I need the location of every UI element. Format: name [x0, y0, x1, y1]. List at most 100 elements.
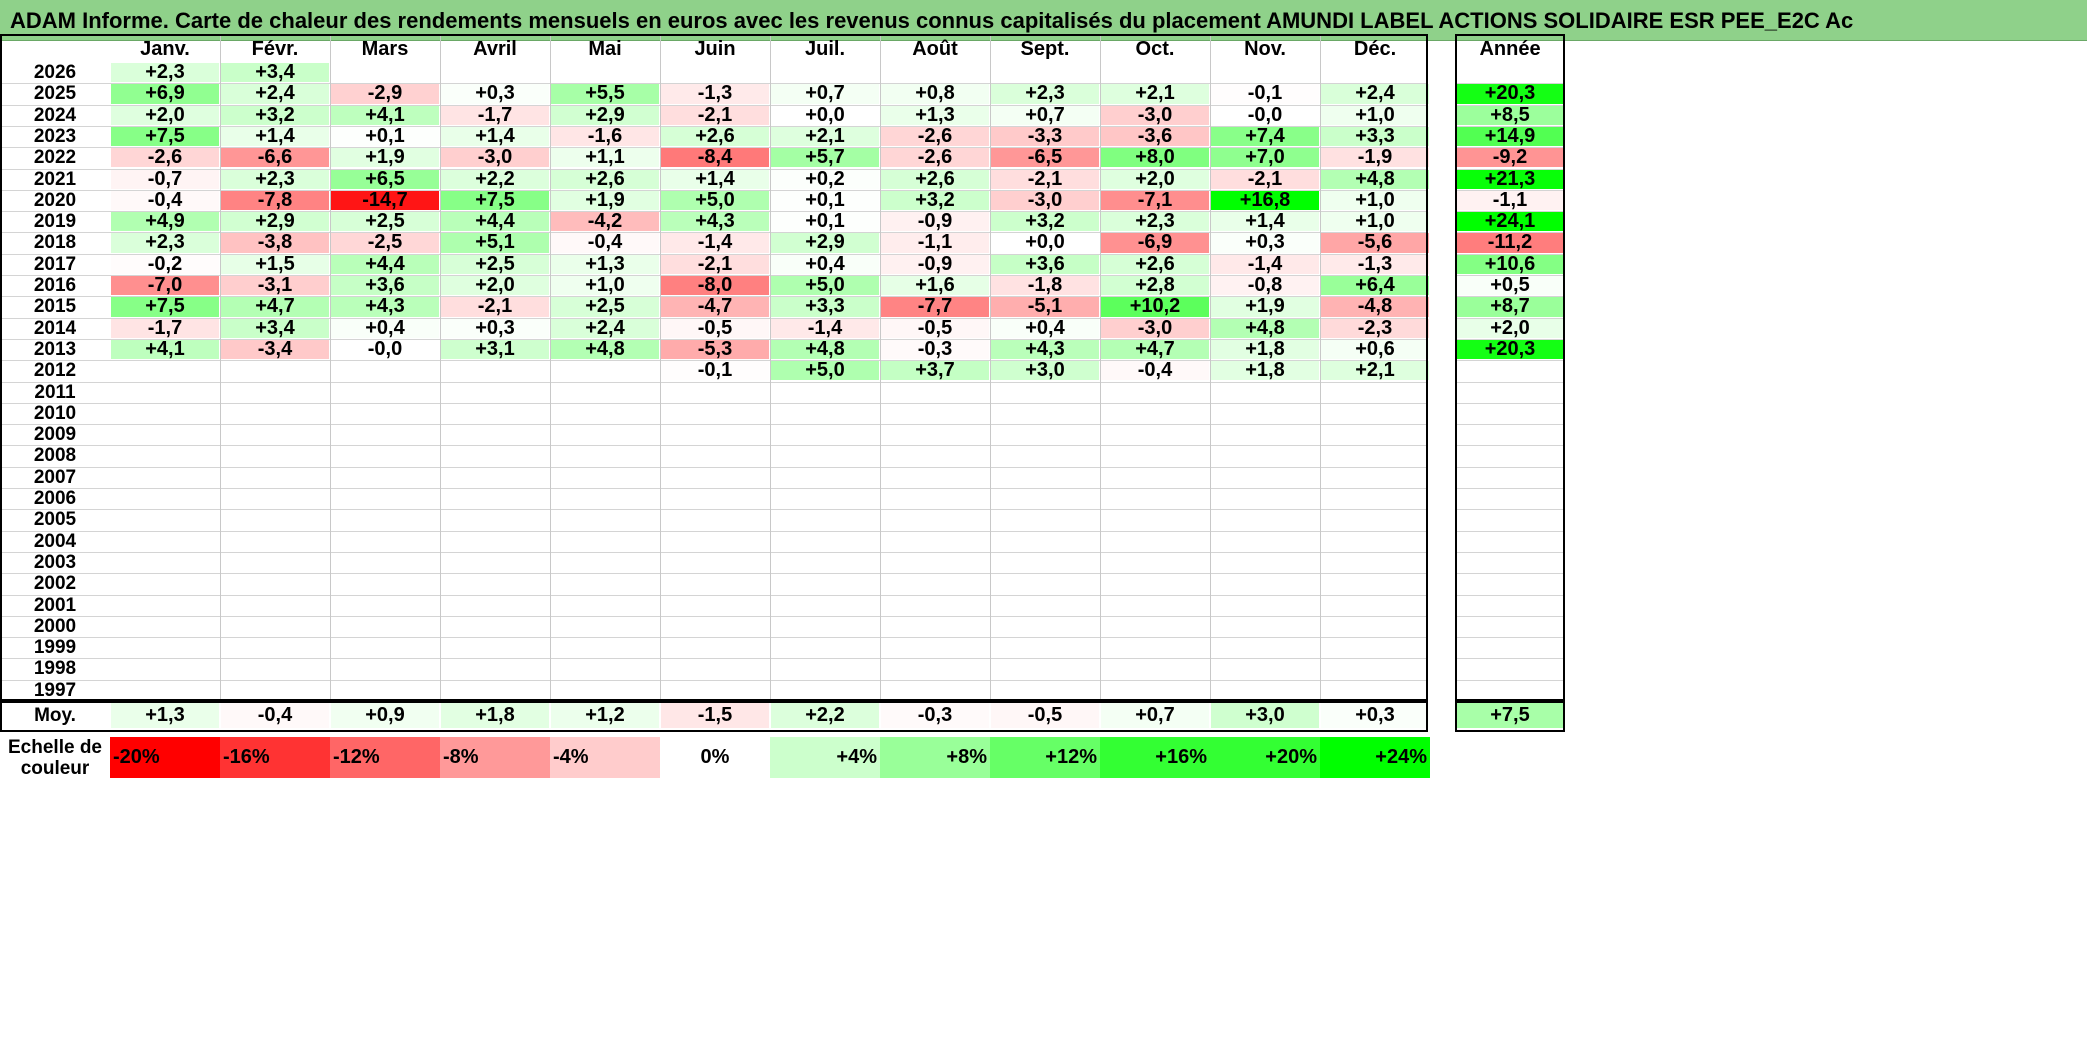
heatmap-cell: [661, 638, 769, 658]
heatmap-cell: +1,4: [441, 126, 549, 147]
heatmap-cell: -1,3: [1321, 254, 1429, 274]
annual-cell: [1457, 425, 1563, 445]
heatmap-cell: [331, 659, 439, 679]
column-divider: [1320, 36, 1321, 701]
heatmap-cell: [1211, 446, 1319, 466]
heatmap-cell: -0,0: [1211, 104, 1319, 125]
average-cell: +1,3: [111, 703, 219, 728]
heatmap-cell: +2,0: [1101, 168, 1209, 189]
heatmap-cell: +1,9: [1211, 296, 1319, 317]
row-divider: [0, 189, 1427, 191]
row-divider: [0, 551, 1427, 553]
heatmap-cell: [1321, 638, 1429, 658]
row-divider: [1456, 679, 1564, 681]
heatmap-cell: [1321, 680, 1429, 700]
heatmap-cell: +3,1: [441, 339, 549, 360]
average-cell: +1,2: [551, 703, 659, 728]
heatmap-cell: +3,3: [1321, 126, 1429, 147]
heatmap-cell: [441, 531, 549, 551]
heatmap-cell: [1211, 595, 1319, 615]
heatmap-cell: +0,7: [991, 104, 1099, 125]
annual-average-cell: +7,5: [1457, 703, 1563, 728]
heatmap-cell: [441, 425, 549, 445]
heatmap-cell: +0,6: [1321, 339, 1429, 360]
heatmap-cell: [661, 510, 769, 530]
heatmap-cell: [551, 63, 659, 83]
heatmap-cell: [991, 403, 1099, 424]
heatmap-cell: +1,0: [1321, 104, 1429, 125]
heatmap-cell: [111, 403, 219, 424]
annual-cell: [1457, 446, 1563, 466]
heatmap-cell: [1101, 552, 1209, 573]
heatmap-cell: [1321, 467, 1429, 487]
heatmap-cell: -0,0: [331, 339, 439, 360]
heatmap-cell: [1321, 382, 1429, 402]
heatmap-cell: +16,8: [1211, 190, 1319, 211]
annual-cell: [1457, 638, 1563, 658]
heatmap-cell: [1101, 63, 1209, 83]
heatmap-cell: [551, 531, 659, 551]
heatmap-cell: [661, 489, 769, 509]
heatmap-cell: [661, 574, 769, 594]
row-divider: [1456, 445, 1564, 447]
heatmap-cell: +8,0: [1101, 147, 1209, 168]
average-label: Moy.: [34, 705, 76, 726]
heatmap-cell: [1211, 403, 1319, 424]
heatmap-cell: [771, 680, 879, 700]
average-cell: +1,8: [441, 703, 549, 728]
heatmap-cell: -1,1: [881, 232, 989, 253]
scale-step: -8%: [440, 737, 550, 778]
annual-cell: [1457, 510, 1563, 530]
annual-cell: [1457, 489, 1563, 509]
heatmap-cell: +2,5: [551, 296, 659, 317]
heatmap-cell: +0,1: [771, 211, 879, 232]
heatmap-cell: [441, 680, 549, 700]
heatmap-cell: +3,2: [881, 190, 989, 211]
heatmap-cell: -6,5: [991, 147, 1099, 168]
annual-cell: +14,9: [1457, 126, 1563, 147]
heatmap-cell: +3,7: [881, 360, 989, 381]
heatmap-cell: [1101, 382, 1209, 402]
heatmap-cell: [991, 63, 1099, 83]
heatmap-cell: [441, 63, 549, 83]
row-divider: [0, 211, 1427, 213]
row-divider: [1456, 594, 1564, 596]
heatmap-cell: [551, 616, 659, 637]
heatmap-cell: +2,3: [221, 168, 329, 189]
heatmap-cell: [551, 574, 659, 594]
heatmap-cell: [111, 595, 219, 615]
heatmap-cell: +10,2: [1101, 296, 1209, 317]
heatmap-cell: -3,0: [1101, 317, 1209, 338]
heatmap-cell: [1321, 446, 1429, 466]
average-frame: [0, 699, 1428, 732]
row-divider: [0, 573, 1427, 575]
month-header: Juin: [694, 38, 736, 60]
heatmap-cell: -2,6: [881, 147, 989, 168]
heatmap-cell: -5,1: [991, 296, 1099, 317]
heatmap-cell: +5,5: [551, 83, 659, 104]
annual-cell: [1457, 552, 1563, 573]
heatmap-cell: [221, 403, 329, 424]
heatmap-cell: +6,4: [1321, 275, 1429, 296]
heatmap-cell: [441, 638, 549, 658]
heatmap-cell: [661, 403, 769, 424]
annual-average-frame: [1455, 699, 1565, 732]
heatmap-cell: [771, 489, 879, 509]
heatmap-cell: [331, 574, 439, 594]
heatmap-cell: +2,9: [771, 232, 879, 253]
row-divider: [1456, 488, 1564, 489]
heatmap-cell: -0,2: [111, 254, 219, 274]
heatmap-cell: [441, 446, 549, 466]
heatmap-cell: [771, 63, 879, 83]
heatmap-cell: [331, 680, 439, 700]
heatmap-cell: +5,1: [441, 232, 549, 253]
heatmap-cell: [991, 531, 1099, 551]
heatmap-cell: [1101, 616, 1209, 637]
heatmap-cell: -5,6: [1321, 232, 1429, 253]
heatmap-cell: [991, 574, 1099, 594]
heatmap-cell: [111, 531, 219, 551]
row-divider: [1456, 147, 1564, 149]
heatmap-cell: +1,8: [1211, 360, 1319, 381]
heatmap-cell: [551, 425, 659, 445]
heatmap-cell: +4,9: [111, 211, 219, 232]
